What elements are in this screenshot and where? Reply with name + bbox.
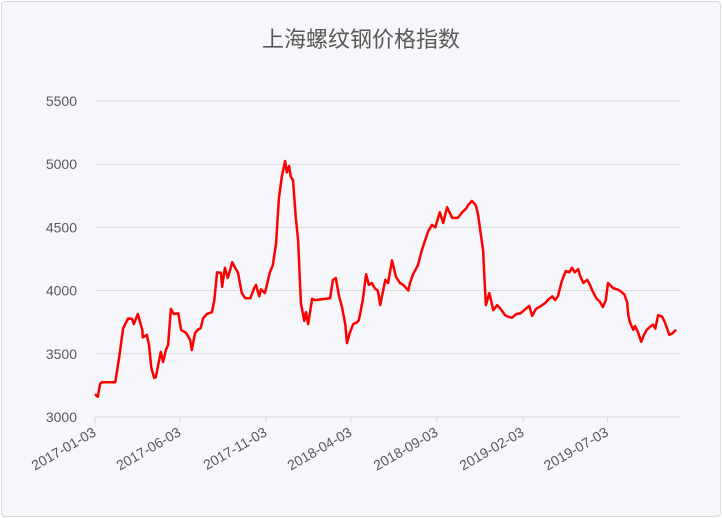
x-tick-label: 2017-06-03 bbox=[113, 424, 183, 474]
x-tick-label: 2017-11-03 bbox=[200, 424, 269, 473]
y-tick-label: 5000 bbox=[46, 156, 77, 172]
x-tick-label: 2019-02-03 bbox=[457, 424, 527, 474]
x-tick-label: 2018-04-03 bbox=[284, 424, 354, 474]
y-tick-label: 3000 bbox=[46, 409, 77, 425]
series-line bbox=[94, 159, 677, 399]
y-tick-label: 5500 bbox=[46, 93, 77, 109]
x-tick-label: 2019-07-03 bbox=[541, 424, 611, 474]
x-tick-label: 2017-01-03 bbox=[28, 424, 98, 474]
chart-title: 上海螺纹钢价格指数 bbox=[261, 28, 460, 53]
y-tick-label: 4500 bbox=[46, 219, 77, 235]
y-tick-label: 4000 bbox=[46, 283, 77, 299]
x-tick-label: 2018-09-03 bbox=[370, 424, 440, 474]
y-tick-label: 3500 bbox=[46, 346, 77, 362]
